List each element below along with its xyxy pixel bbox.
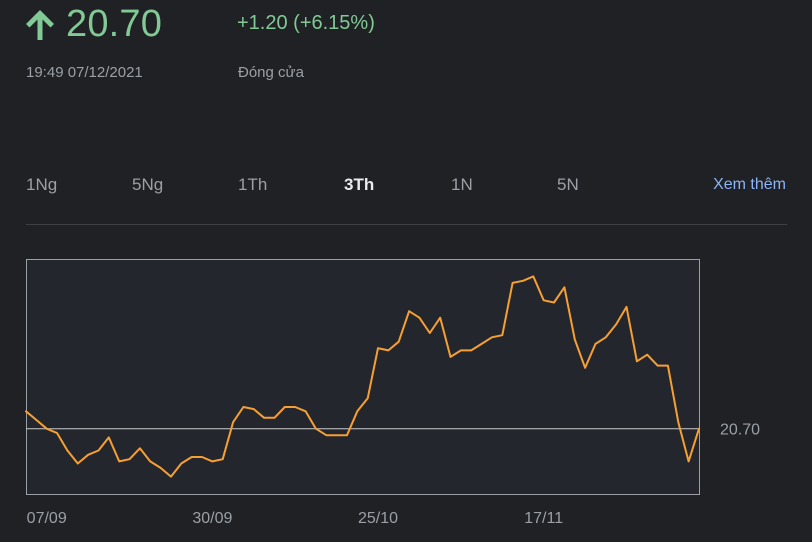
tabs-divider	[26, 224, 787, 225]
x-tick-label: 07/09	[27, 510, 67, 527]
see-more-link[interactable]: Xem thêm	[713, 176, 786, 193]
plot-frame	[26, 259, 700, 495]
tab-1-year[interactable]: 1N	[451, 175, 473, 194]
tab-5-days[interactable]: 5Ng	[132, 175, 164, 194]
price-change: +1.20 (+6.15%)	[237, 12, 375, 34]
x-tick-label: 30/09	[192, 510, 232, 527]
tab-1-day[interactable]: 1Ng	[26, 175, 58, 194]
x-tick-label: 25/10	[358, 510, 398, 527]
current-price: 20.70	[66, 3, 163, 45]
tab-3-months[interactable]: 3Th	[344, 175, 375, 194]
market-status: Đóng cửa	[238, 64, 304, 81]
price-line	[25, 275, 700, 478]
time-range-tabs: 1Ng 5Ng 1Th 3Th 1N 5N Xem thêm	[0, 172, 812, 200]
reference-label: 20.70	[720, 422, 760, 439]
quote-timestamp: 19:49 07/12/2021	[26, 64, 143, 81]
x-tick-label: 17/11	[524, 510, 563, 527]
tab-1-month[interactable]: 1Th	[238, 175, 268, 194]
tab-5-years[interactable]: 5N	[557, 175, 579, 194]
arrow-up-icon	[26, 10, 54, 40]
